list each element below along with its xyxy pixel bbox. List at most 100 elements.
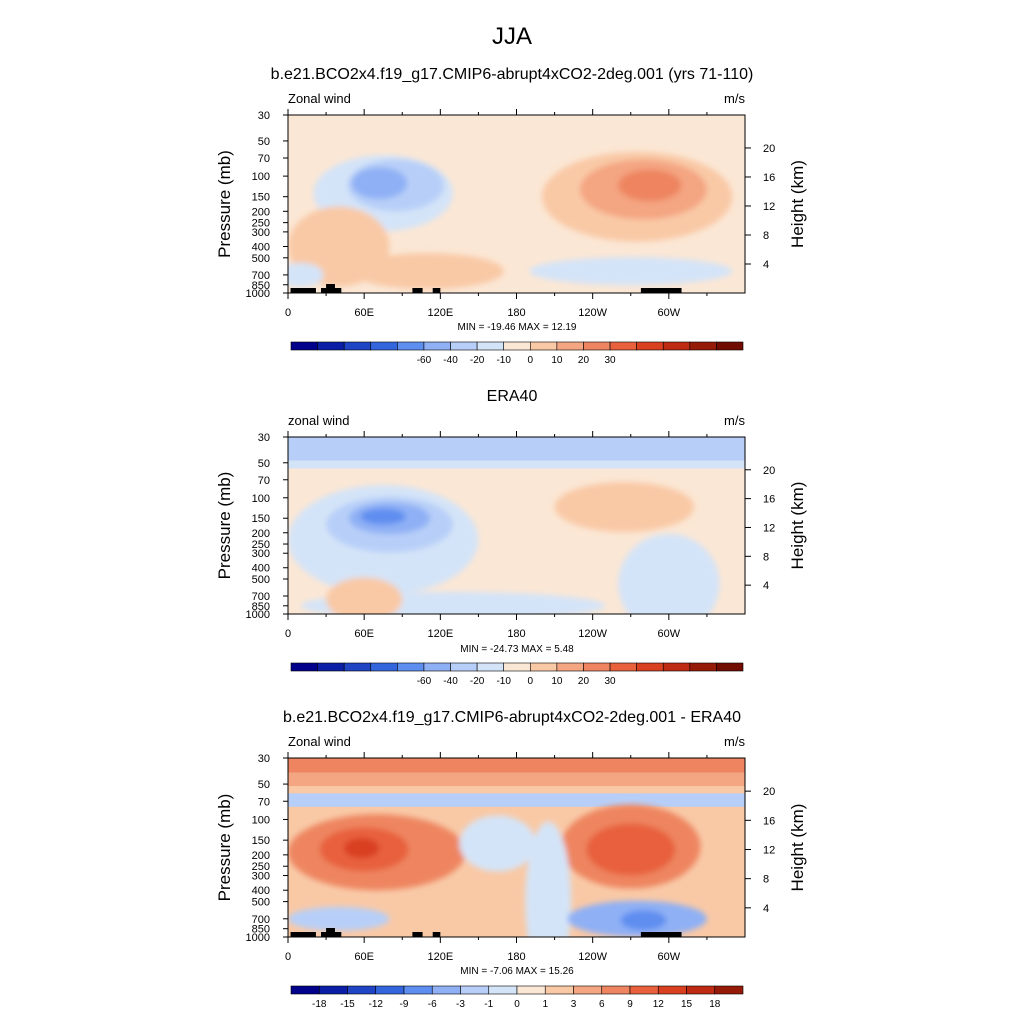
y-tick-label: 400 <box>252 241 270 253</box>
colorbar-swatch <box>636 341 664 351</box>
y-right-tick-label: 20 <box>763 143 775 155</box>
shaded-field <box>288 758 745 937</box>
y-tick-label: 500 <box>252 897 270 909</box>
field-band <box>288 772 745 787</box>
y-right-tick-label: 4 <box>763 903 769 915</box>
field-band <box>288 793 745 807</box>
shaded-field <box>288 115 745 293</box>
colorbar-label: -6 <box>428 999 437 1010</box>
y-right-tick-label: 16 <box>763 815 775 827</box>
colorbar-label: 10 <box>551 676 563 687</box>
colorbar-swatch <box>370 662 398 672</box>
y-right-tick-label: 16 <box>763 494 775 506</box>
colorbar-swatch <box>689 341 717 351</box>
colorbar-swatch <box>689 662 717 672</box>
contour-region <box>529 257 733 286</box>
colorbar-label: -18 <box>312 999 327 1010</box>
y-tick-label: 1000 <box>246 932 270 944</box>
colorbar-swatch <box>476 341 505 351</box>
colorbar-label: -20 <box>470 676 485 687</box>
colorbar-swatch <box>609 662 637 672</box>
y-right-tick-label: 8 <box>763 230 769 242</box>
colorbar-swatch <box>397 341 425 351</box>
x-tick-label: 0 <box>285 951 291 963</box>
y-tick-label: 50 <box>258 136 270 148</box>
colorbar-swatch <box>450 662 478 672</box>
contour-region <box>618 533 720 614</box>
colorbar-label: -20 <box>470 355 485 366</box>
colorbar-label: -15 <box>340 999 355 1010</box>
colorbar: -60 -40 -20 -10 0 10 20 30 <box>290 341 744 366</box>
variable-label: Zonal wind <box>288 734 351 749</box>
y-right-tick-label: 8 <box>763 874 769 886</box>
colorbar-swatch <box>629 985 659 995</box>
colorbar: -18 -15 -12 -9 -6 -3 -1 0 1 3 6 9 12 15 18 <box>290 985 744 1010</box>
colorbar-swatch <box>290 662 318 672</box>
min-max-stats: MIN = -7.06 MAX = 15.26 <box>460 966 574 977</box>
colorbar-swatch <box>347 985 377 995</box>
min-max-stats: MIN = -24.73 MAX = 5.48 <box>460 644 574 655</box>
colorbar-swatch <box>503 662 531 672</box>
y-tick-label: 1000 <box>246 609 270 621</box>
colorbar-swatch <box>318 985 348 995</box>
colorbar-swatch <box>583 341 611 351</box>
y-right-tick-label: 12 <box>763 201 775 213</box>
colorbar-swatch <box>488 985 518 995</box>
contour-region <box>326 577 403 614</box>
colorbar-swatch <box>397 662 425 672</box>
field-band <box>288 460 745 469</box>
colorbar-swatch <box>716 662 744 672</box>
topography-block <box>432 932 441 937</box>
colorbar-swatch <box>556 341 584 351</box>
colorbar-label: 0 <box>514 999 520 1010</box>
colorbar-swatch <box>431 985 461 995</box>
panel-title: b.e21.BCO2x4.f19_g17.CMIP6-abrupt4xCO2-2… <box>271 66 754 83</box>
field-band <box>288 437 745 461</box>
colorbar-label: -60 <box>417 676 432 687</box>
min-max-stats: MIN = -19.46 MAX = 12.19 <box>458 322 577 333</box>
colorbar-swatch <box>662 341 691 351</box>
y-tick-label: 70 <box>258 475 270 487</box>
units-label: m/s <box>724 734 745 749</box>
colorbar-swatch <box>556 662 584 672</box>
colorbar-swatch <box>657 985 687 995</box>
units-label: m/s <box>724 91 745 106</box>
variable-label: zonal wind <box>288 413 349 428</box>
contour-region <box>360 508 407 525</box>
y-axis-label: Pressure (mb) <box>215 150 234 258</box>
y-tick-label: 700 <box>252 591 270 603</box>
x-tick-label: 60E <box>354 951 374 963</box>
contour-region <box>525 821 572 937</box>
shaded-field <box>288 437 745 614</box>
colorbar-label: 1 <box>542 999 548 1010</box>
y-tick-label: 70 <box>258 796 270 808</box>
y-tick-label: 250 <box>252 218 270 230</box>
y-tick-label: 50 <box>258 779 270 791</box>
colorbar-label: -12 <box>369 999 384 1010</box>
topography-block <box>326 928 335 937</box>
y-tick-label: 850 <box>252 924 270 936</box>
topography-block <box>412 932 423 937</box>
y-tick-label: 850 <box>252 280 270 292</box>
colorbar-swatch <box>370 341 398 351</box>
y-right-tick-label: 4 <box>763 580 769 592</box>
topography-block <box>326 284 335 293</box>
topography-block <box>321 288 332 293</box>
x-tick-label: 60W <box>658 951 681 963</box>
colorbar-label: -40 <box>443 355 458 366</box>
topography-block <box>331 288 342 293</box>
panel-3: b.e21.BCO2x4.f19_g17.CMIP6-abrupt4xCO2-2… <box>215 709 807 1010</box>
contour-region <box>288 262 324 287</box>
topography-block <box>290 288 316 293</box>
topography-block <box>640 932 682 937</box>
y-tick-label: 100 <box>252 814 270 826</box>
y-right-tick-label: 8 <box>763 551 769 563</box>
colorbar-label: 18 <box>709 999 721 1010</box>
y-tick-label: 250 <box>252 539 270 551</box>
contour-region <box>351 167 408 200</box>
colorbar-swatch <box>423 341 451 351</box>
y-tick-label: 100 <box>252 493 270 505</box>
x-tick-label: 180 <box>507 307 525 319</box>
y-tick-label: 100 <box>252 171 270 183</box>
